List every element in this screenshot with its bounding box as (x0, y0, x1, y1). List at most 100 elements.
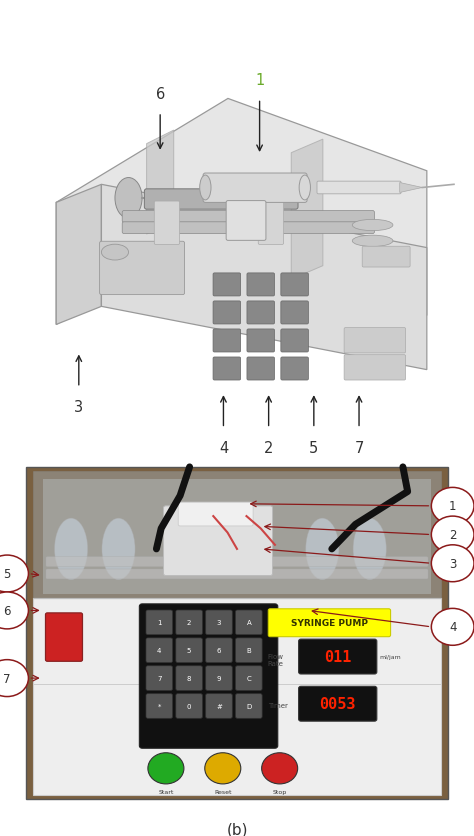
Text: 011: 011 (324, 649, 351, 664)
Text: 4: 4 (219, 440, 228, 455)
Text: 7: 7 (355, 440, 364, 455)
Text: 9: 9 (217, 675, 221, 681)
Text: 7: 7 (157, 675, 162, 681)
FancyBboxPatch shape (46, 613, 82, 661)
FancyBboxPatch shape (247, 302, 274, 324)
Text: 8: 8 (187, 675, 191, 681)
FancyBboxPatch shape (122, 212, 374, 223)
FancyBboxPatch shape (206, 666, 232, 691)
FancyBboxPatch shape (226, 201, 266, 241)
Text: 0: 0 (187, 703, 191, 709)
FancyBboxPatch shape (176, 638, 202, 663)
Circle shape (205, 753, 241, 784)
Text: Reset: Reset (214, 789, 231, 794)
Text: 6: 6 (3, 604, 11, 617)
Circle shape (431, 545, 474, 582)
Text: 3: 3 (449, 557, 456, 570)
FancyBboxPatch shape (145, 190, 298, 210)
FancyBboxPatch shape (213, 329, 241, 353)
Polygon shape (101, 185, 427, 370)
FancyBboxPatch shape (46, 569, 428, 579)
Text: 2: 2 (449, 528, 456, 542)
Text: ml/jam: ml/jam (379, 654, 401, 659)
Text: Flow
Rate: Flow Rate (268, 654, 284, 666)
FancyBboxPatch shape (43, 480, 431, 594)
Text: Start: Start (158, 789, 173, 794)
Circle shape (0, 592, 28, 630)
Circle shape (431, 487, 474, 525)
FancyBboxPatch shape (146, 694, 173, 718)
Text: Stop: Stop (273, 789, 287, 794)
Text: 4: 4 (449, 620, 456, 634)
Circle shape (431, 517, 474, 553)
Circle shape (0, 555, 28, 592)
Polygon shape (146, 131, 174, 235)
Text: 5: 5 (187, 647, 191, 654)
FancyBboxPatch shape (299, 640, 377, 674)
Text: (a): (a) (227, 487, 247, 502)
Ellipse shape (200, 176, 211, 201)
FancyBboxPatch shape (317, 182, 401, 195)
Ellipse shape (299, 176, 310, 201)
FancyBboxPatch shape (176, 666, 202, 691)
Circle shape (262, 753, 298, 784)
Text: 3: 3 (217, 619, 221, 625)
FancyBboxPatch shape (203, 174, 307, 203)
FancyBboxPatch shape (178, 502, 253, 527)
FancyBboxPatch shape (33, 472, 441, 599)
Text: Timer: Timer (268, 702, 288, 708)
Circle shape (148, 753, 184, 784)
Text: 0053: 0053 (319, 696, 356, 711)
FancyBboxPatch shape (46, 557, 428, 567)
FancyBboxPatch shape (236, 666, 262, 691)
Text: 6: 6 (155, 87, 165, 101)
FancyBboxPatch shape (176, 694, 202, 718)
Text: 7: 7 (3, 672, 11, 685)
Text: 2: 2 (187, 619, 191, 625)
FancyBboxPatch shape (164, 507, 273, 576)
FancyBboxPatch shape (299, 686, 377, 721)
Text: C: C (246, 675, 251, 681)
Text: 5: 5 (3, 568, 11, 580)
FancyBboxPatch shape (33, 599, 441, 795)
FancyBboxPatch shape (236, 638, 262, 663)
Text: 1: 1 (157, 619, 162, 625)
Text: SYRINGE PUMP: SYRINGE PUMP (291, 619, 368, 628)
Text: 3: 3 (74, 400, 83, 415)
Text: 6: 6 (217, 647, 221, 654)
FancyBboxPatch shape (236, 610, 262, 635)
Text: B: B (246, 647, 251, 654)
FancyBboxPatch shape (176, 610, 202, 635)
Text: *: * (157, 703, 161, 709)
FancyBboxPatch shape (236, 694, 262, 718)
FancyBboxPatch shape (146, 638, 173, 663)
FancyBboxPatch shape (146, 610, 173, 635)
FancyBboxPatch shape (281, 358, 309, 380)
FancyBboxPatch shape (213, 358, 241, 380)
Text: 4: 4 (157, 647, 162, 654)
FancyBboxPatch shape (206, 610, 232, 635)
Ellipse shape (306, 518, 339, 580)
Text: 1: 1 (449, 500, 456, 512)
FancyBboxPatch shape (344, 355, 406, 380)
Polygon shape (56, 99, 427, 325)
Ellipse shape (352, 236, 393, 247)
Text: D: D (246, 703, 252, 709)
FancyBboxPatch shape (122, 222, 374, 234)
FancyBboxPatch shape (213, 302, 241, 324)
Ellipse shape (102, 518, 135, 580)
FancyBboxPatch shape (213, 273, 241, 297)
Text: 5: 5 (309, 440, 319, 455)
Ellipse shape (101, 245, 128, 261)
FancyBboxPatch shape (281, 329, 309, 353)
Ellipse shape (55, 518, 88, 580)
FancyBboxPatch shape (26, 467, 448, 799)
FancyBboxPatch shape (247, 273, 274, 297)
FancyBboxPatch shape (206, 638, 232, 663)
FancyBboxPatch shape (139, 604, 278, 748)
Circle shape (0, 660, 28, 696)
Polygon shape (56, 185, 101, 325)
FancyBboxPatch shape (247, 329, 274, 353)
Text: A: A (246, 619, 251, 625)
Circle shape (431, 609, 474, 645)
